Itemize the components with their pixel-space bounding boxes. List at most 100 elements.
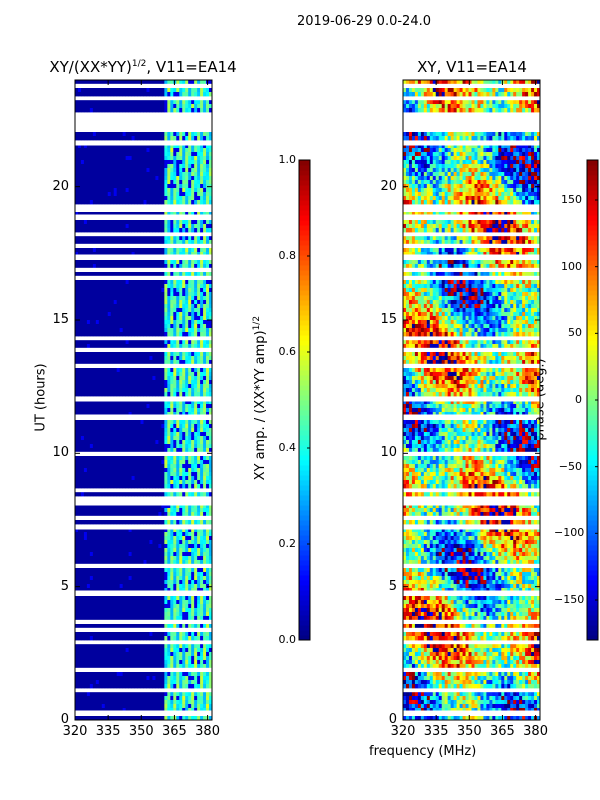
heatmap-cell: [140, 412, 144, 417]
heatmap-cell: [179, 444, 183, 449]
heatmap-cell: [86, 404, 91, 409]
heatmap-cell: [137, 372, 141, 377]
heatmap-cell: [101, 88, 106, 93]
heatmap-cell: [128, 480, 132, 485]
heatmap-cell: [149, 272, 153, 277]
heatmap-cell: [131, 508, 135, 513]
heatmap-cell: [194, 464, 198, 469]
heatmap-cell: [152, 252, 156, 257]
heatmap-cell: [101, 412, 106, 417]
heatmap-cell: [95, 464, 100, 469]
heatmap-cell: [143, 508, 147, 513]
heatmap-cell: [134, 428, 138, 433]
heatmap-cell: [161, 616, 165, 621]
heatmap-cell: [158, 360, 162, 365]
heatmap-cell: [200, 552, 204, 557]
heatmap-cell: [170, 476, 174, 481]
heatmap-cell: [107, 144, 112, 149]
heatmap-cell: [197, 544, 201, 549]
heatmap-cell: [155, 576, 159, 581]
heatmap-cell: [89, 544, 94, 549]
heatmap-cell: [86, 152, 91, 157]
heatmap-cell: [75, 548, 79, 553]
heatmap-cell: [170, 480, 174, 485]
heatmap-cell: [77, 156, 82, 161]
heatmap-cell: [161, 288, 165, 293]
heatmap-cell: [140, 432, 144, 437]
heatmap-cell: [191, 92, 195, 97]
heatmap-cell: [128, 280, 132, 285]
heatmap-cell: [86, 536, 91, 541]
heatmap-cell: [80, 384, 85, 389]
heatmap-cell: [167, 360, 171, 365]
heatmap-cell: [119, 572, 124, 577]
heatmap-cell: [152, 612, 156, 617]
heatmap-cell: [75, 296, 79, 301]
heatmap-cell: [203, 296, 207, 301]
heatmap-cell: [176, 344, 180, 349]
heatmap-cell: [188, 104, 192, 109]
heatmap-cell: [86, 280, 91, 285]
heatmap-cell: [143, 392, 147, 397]
heatmap-cell: [80, 484, 85, 489]
heatmap-cell: [134, 164, 138, 169]
heatmap-cell: [110, 476, 115, 481]
heatmap-cell: [197, 284, 201, 289]
heatmap-cell: [164, 616, 168, 621]
heatmap-cell: [80, 296, 85, 301]
heatmap-cell: [140, 552, 144, 557]
heatmap-cell: [116, 528, 121, 533]
heatmap-cell: [209, 264, 213, 269]
heatmap-cell: [164, 144, 168, 149]
heatmap-cell: [77, 352, 82, 357]
heatmap-cell: [182, 92, 186, 97]
heatmap-cell: [182, 444, 186, 449]
heatmap-cell: [107, 448, 112, 453]
heatmap-cell: [110, 344, 115, 349]
heatmap-cell: [149, 320, 153, 325]
heatmap-cell: [92, 436, 97, 441]
heatmap-cell: [104, 136, 109, 141]
heatmap-cell: [119, 212, 124, 217]
heatmap-cell: [80, 512, 85, 517]
heatmap-cell: [158, 136, 162, 141]
heatmap-cell: [161, 596, 165, 601]
heatmap-cell: [203, 408, 207, 413]
heatmap-cell: [143, 472, 147, 477]
heatmap-cell: [143, 200, 147, 205]
heatmap-cell: [146, 380, 150, 385]
heatmap-cell: [206, 440, 210, 445]
heatmap-cell: [137, 316, 141, 321]
heatmap-cell: [188, 408, 192, 413]
heatmap-cell: [191, 632, 195, 637]
heatmap-cell: [125, 616, 130, 621]
heatmap-cell: [89, 168, 94, 173]
heatmap-cell: [173, 460, 177, 465]
heatmap-cell: [107, 560, 112, 565]
heatmap-cell: [122, 448, 127, 453]
heatmap-cell: [152, 188, 156, 193]
heatmap-cell: [155, 468, 159, 473]
heatmap-cell: [83, 632, 88, 637]
heatmap-cell: [119, 560, 124, 565]
heatmap-cell: [122, 288, 127, 293]
heatmap-cell: [86, 236, 91, 241]
heatmap-cell: [75, 412, 79, 417]
heatmap-cell: [113, 88, 118, 93]
heatmap-cell: [98, 520, 103, 525]
heatmap-cell: [197, 632, 201, 637]
heatmap-cell: [104, 388, 109, 393]
heatmap-cell: [86, 136, 91, 141]
heatmap-cell: [173, 352, 177, 357]
heatmap-cell: [152, 560, 156, 565]
heatmap-cell: [131, 580, 135, 585]
heatmap-cell: [140, 576, 144, 581]
heatmap-cell: [149, 280, 153, 285]
heatmap-cell: [176, 368, 180, 373]
heatmap-cell: [170, 376, 174, 381]
heatmap-cell: [107, 424, 112, 429]
heatmap-cell: [209, 360, 213, 365]
heatmap-cell: [125, 588, 130, 593]
heatmap-cell: [128, 468, 132, 473]
heatmap-cell: [152, 424, 156, 429]
